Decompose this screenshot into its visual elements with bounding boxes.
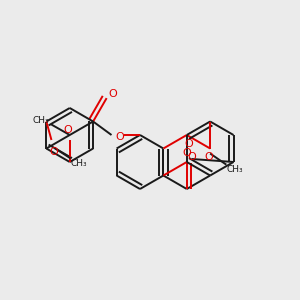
Text: O: O <box>205 152 214 163</box>
Text: O: O <box>188 152 196 162</box>
Text: O: O <box>49 147 58 157</box>
Text: O: O <box>182 148 191 158</box>
Text: CH₃: CH₃ <box>32 116 49 125</box>
Text: O: O <box>63 125 72 135</box>
Text: O: O <box>108 89 117 99</box>
Text: CH₃: CH₃ <box>70 159 87 168</box>
Text: O: O <box>184 139 193 149</box>
Text: O: O <box>115 132 124 142</box>
Text: CH₃: CH₃ <box>226 165 243 174</box>
